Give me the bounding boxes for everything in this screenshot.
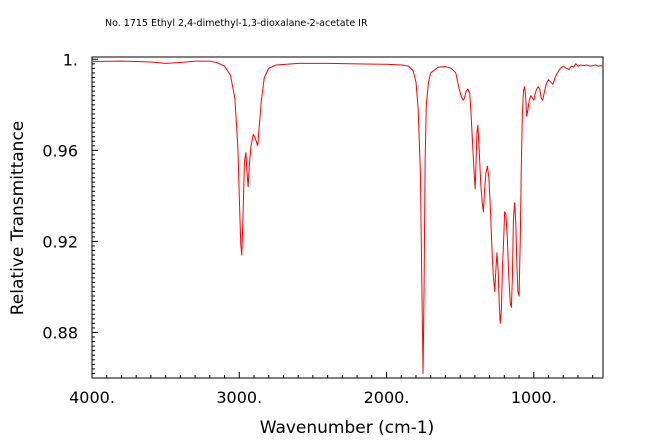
y-tick-label: 0.92 bbox=[42, 232, 78, 251]
x-tick-label: 1000. bbox=[511, 388, 557, 407]
x-tick-label: 3000. bbox=[216, 388, 262, 407]
y-tick-label: 0.96 bbox=[42, 141, 78, 160]
plot-frame bbox=[91, 56, 604, 379]
y-axis: 1. 0.96 0.92 0.88 bbox=[42, 50, 98, 374]
y-axis-label: Relative Transmittance bbox=[8, 121, 28, 316]
y-tick-label: 1. bbox=[63, 50, 78, 69]
x-axis: 4000. 3000. 2000. 1000. bbox=[69, 372, 594, 407]
y-tick-label: 0.88 bbox=[42, 323, 78, 342]
chart-title: No. 1715 Ethyl 2,4-dimethyl-1,3-dioxalan… bbox=[105, 18, 368, 29]
x-axis-label: Wavenumber (cm-1) bbox=[260, 418, 435, 438]
spectrum-line bbox=[91, 60, 604, 374]
x-tick-label: 4000. bbox=[69, 388, 115, 407]
x-tick-label: 2000. bbox=[364, 388, 410, 407]
